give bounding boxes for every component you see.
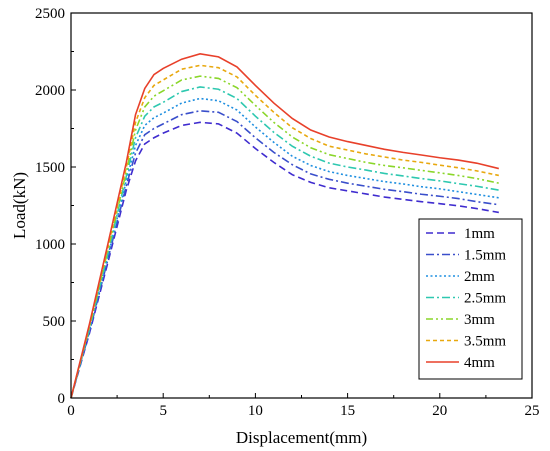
legend-label: 1mm bbox=[464, 226, 495, 242]
series-line-1-5mm bbox=[70, 109, 499, 399]
x-tick-label: 10 bbox=[248, 403, 263, 419]
legend-label: 3mm bbox=[464, 312, 495, 328]
legend: 1mm 1.5mm 2mm 2.5mm 3mm 3.5mm 4mm bbox=[418, 218, 523, 380]
series-line-2mm bbox=[70, 97, 499, 399]
series-line-3mm bbox=[70, 75, 499, 399]
y-axis-title: Load(kN) bbox=[10, 172, 29, 239]
legend-label: 1.5mm bbox=[464, 248, 506, 264]
y-tick-label: 1500 bbox=[35, 160, 65, 176]
legend-label: 2mm bbox=[464, 269, 495, 285]
y-tick-label: 500 bbox=[43, 314, 66, 330]
series-line-3-5mm bbox=[70, 64, 499, 399]
legend-label: 4mm bbox=[464, 355, 495, 371]
y-tick-label: 2000 bbox=[35, 83, 65, 99]
x-tick-label: 15 bbox=[340, 403, 355, 419]
y-tick-label: 1000 bbox=[35, 237, 65, 253]
y-tick-label: 2500 bbox=[35, 6, 65, 22]
legend-label: 3.5mm bbox=[464, 334, 506, 350]
series-lines bbox=[70, 52, 499, 399]
series-line-4mm bbox=[70, 52, 499, 399]
x-tick-label: 25 bbox=[525, 403, 540, 419]
x-tick-label: 20 bbox=[432, 403, 447, 419]
x-tick-label: 5 bbox=[159, 403, 167, 419]
y-tick-label: 0 bbox=[58, 391, 66, 407]
x-axis-title: Displacement(mm) bbox=[236, 428, 367, 447]
legend-label: 2.5mm bbox=[464, 291, 506, 307]
y-axis: 0 500 1000 1500 2000 2500 bbox=[35, 6, 76, 407]
x-tick-label: 0 bbox=[67, 403, 75, 419]
legend-box bbox=[418, 218, 523, 380]
series-line-1mm bbox=[70, 121, 499, 399]
x-axis: 0 5 10 15 20 25 bbox=[67, 393, 540, 419]
series-line-2-5mm bbox=[70, 86, 499, 399]
